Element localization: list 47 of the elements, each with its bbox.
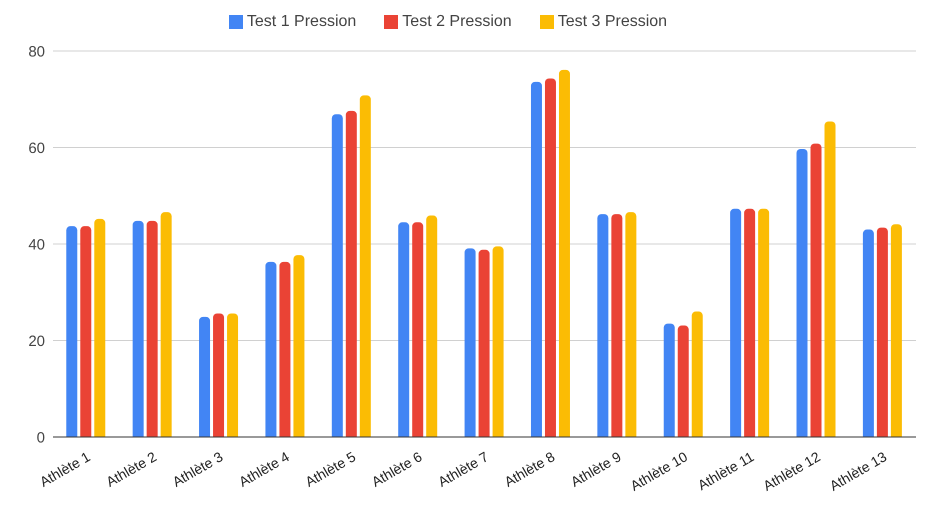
legend-label: Test 3 Pression bbox=[558, 13, 668, 30]
bar bbox=[293, 255, 304, 437]
bar bbox=[810, 144, 822, 437]
bar bbox=[66, 226, 78, 437]
bar bbox=[360, 95, 371, 437]
bar bbox=[796, 148, 808, 437]
bar bbox=[478, 250, 490, 437]
bar bbox=[412, 222, 424, 437]
bar bbox=[824, 121, 836, 437]
bar bbox=[678, 326, 689, 437]
bar bbox=[265, 262, 276, 437]
bar bbox=[744, 208, 756, 437]
bar bbox=[692, 312, 703, 437]
bar bbox=[492, 246, 504, 437]
bar bbox=[611, 214, 622, 437]
y-tick-label: 40 bbox=[28, 236, 45, 254]
bar bbox=[558, 70, 570, 437]
bar bbox=[625, 212, 636, 437]
bar bbox=[132, 220, 144, 437]
bar bbox=[80, 226, 92, 437]
bar bbox=[544, 78, 556, 437]
bar bbox=[862, 230, 874, 437]
bar bbox=[146, 220, 158, 437]
bar bbox=[730, 208, 742, 437]
legend-label: Test 1 Pression bbox=[246, 13, 356, 30]
bar bbox=[332, 114, 343, 437]
bar bbox=[213, 313, 224, 437]
bar bbox=[199, 316, 210, 437]
bar bbox=[664, 324, 675, 437]
bar bbox=[94, 218, 106, 437]
bar bbox=[279, 262, 290, 437]
y-tick-label: 20 bbox=[28, 332, 45, 350]
bar bbox=[398, 222, 410, 437]
bar bbox=[890, 224, 902, 437]
y-tick-label: 60 bbox=[28, 140, 45, 157]
bar bbox=[597, 214, 608, 437]
bar bbox=[464, 248, 476, 437]
legend-label: Test 2 Pression bbox=[402, 13, 512, 30]
y-tick-label: 80 bbox=[28, 43, 45, 60]
bar bbox=[426, 216, 438, 437]
bar bbox=[876, 228, 888, 437]
bar bbox=[346, 110, 357, 437]
bar bbox=[160, 212, 172, 437]
y-tick-label: 0 bbox=[36, 429, 45, 446]
bar bbox=[530, 82, 542, 437]
bar bbox=[227, 313, 238, 437]
bar bbox=[758, 208, 770, 437]
